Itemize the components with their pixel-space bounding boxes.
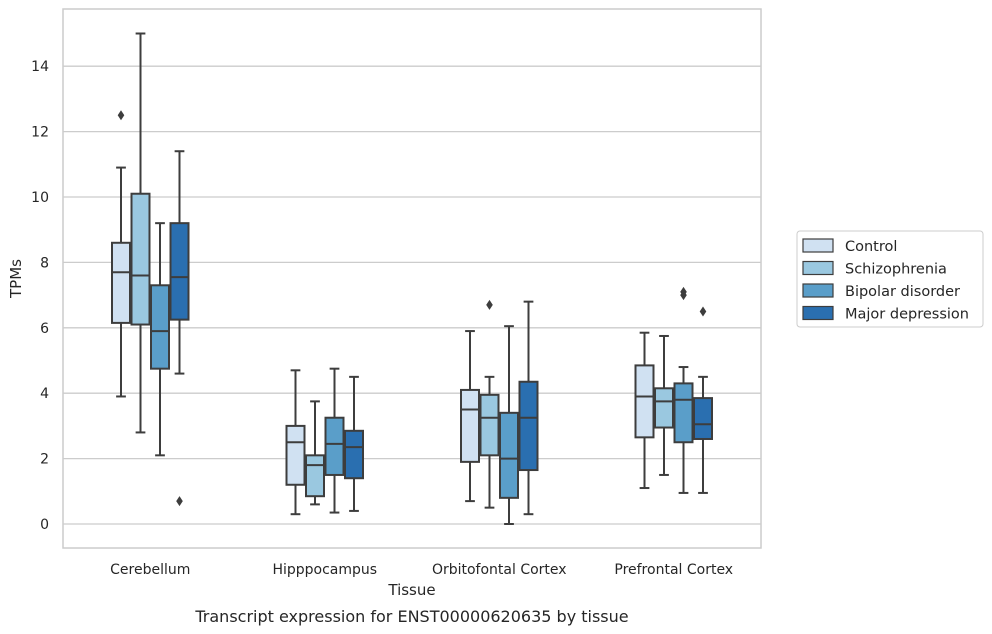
box [344, 375, 364, 512]
y-tick-label: 2 [40, 452, 49, 468]
box [673, 286, 694, 494]
legend: Control Schizophrenia Bipolar disorder Majo… [796, 230, 984, 328]
box-body [634, 364, 655, 439]
box-body [499, 411, 519, 499]
outlier-point [176, 496, 183, 507]
boxes [111, 32, 713, 525]
box [654, 334, 674, 476]
box [499, 325, 519, 525]
x-tick-label: Orbitofontal Cortex [432, 562, 567, 578]
legend-label: Bipolar disorder [845, 284, 960, 300]
y-tick-label: 14 [31, 59, 49, 75]
y-tick-label: 4 [40, 386, 49, 402]
legend-item: Schizophrenia [802, 260, 947, 278]
box [130, 32, 151, 434]
x-axis-label: Tissue [387, 581, 435, 599]
y-tick-label: 0 [40, 517, 49, 533]
outlier-point [486, 299, 493, 310]
y-tick-label: 12 [31, 125, 49, 141]
x-tick-label: Prefrontal Cortex [614, 562, 733, 578]
box [693, 306, 713, 494]
plot-frame [62, 8, 762, 549]
legend-swatch [802, 283, 834, 298]
box [479, 299, 500, 509]
x-tick-label: Cerebellum [110, 562, 190, 578]
x-axis-ticks: Cerebellum Hipppocampus Orbitofontal Corte… [110, 562, 733, 578]
box-body [169, 222, 190, 321]
y-tick-label: 8 [40, 255, 49, 271]
legend-swatch [802, 305, 834, 321]
legend-frame [796, 230, 984, 328]
legend-item: Control [802, 238, 897, 255]
box-body [654, 387, 674, 429]
box-body [518, 380, 539, 472]
box-body [460, 388, 480, 463]
y-tick-label: 6 [40, 321, 49, 337]
box [460, 330, 480, 503]
box [285, 369, 306, 516]
y-axis-label: TPMs [7, 259, 25, 299]
box-body [344, 429, 364, 480]
box-body [479, 393, 500, 457]
box-body [150, 284, 170, 370]
box-body [130, 192, 151, 326]
box [634, 331, 655, 490]
outlier-point [117, 110, 125, 121]
box [150, 222, 170, 457]
box-body [693, 397, 713, 440]
legend-label: Major depression [845, 307, 969, 323]
box-body [305, 454, 325, 498]
box [111, 110, 131, 398]
legend-label: Control [845, 239, 897, 255]
legend-item: Major depression [802, 305, 969, 323]
legend-label: Schizophrenia [845, 262, 947, 278]
outlier-point [680, 286, 687, 297]
box [305, 400, 325, 506]
chart-caption: Transcript expression for ENST0000062063… [194, 607, 628, 626]
box-body [673, 382, 694, 444]
y-axis-ticks: 0 2 4 6 8 10 12 14 [31, 59, 49, 533]
legend-item: Bipolar disorder [802, 283, 960, 300]
box-body [285, 424, 306, 486]
box [324, 367, 345, 514]
legend-swatch [802, 238, 834, 253]
box [169, 150, 190, 507]
box-body [111, 241, 131, 324]
legend-swatch [802, 260, 834, 276]
box-body [324, 416, 345, 476]
outlier-point [699, 306, 707, 317]
x-tick-label: Hipppocampus [272, 562, 377, 578]
y-tick-label: 10 [31, 190, 49, 206]
box [518, 300, 539, 516]
